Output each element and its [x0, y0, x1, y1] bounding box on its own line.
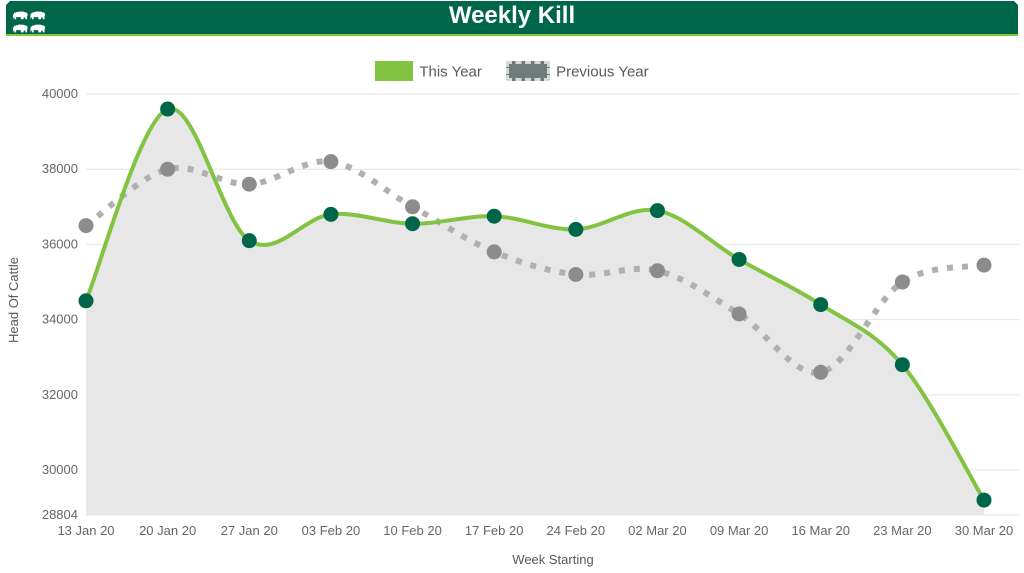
svg-text:03 Feb 20: 03 Feb 20	[302, 523, 361, 538]
svg-text:30 Mar 20: 30 Mar 20	[955, 523, 1014, 538]
svg-text:40000: 40000	[42, 88, 78, 101]
svg-text:34000: 34000	[42, 312, 78, 327]
svg-text:10 Feb 20: 10 Feb 20	[383, 523, 442, 538]
svg-text:36000: 36000	[42, 236, 78, 251]
svg-text:27 Jan 20: 27 Jan 20	[221, 523, 278, 538]
svg-text:32000: 32000	[42, 387, 78, 402]
svg-text:17 Feb 20: 17 Feb 20	[465, 523, 524, 538]
svg-text:38000: 38000	[42, 161, 78, 176]
svg-text:28804: 28804	[42, 507, 78, 522]
svg-text:23 Mar 20: 23 Mar 20	[873, 523, 932, 538]
svg-text:13 Jan 20: 13 Jan 20	[57, 523, 114, 538]
svg-text:20 Jan 20: 20 Jan 20	[139, 523, 196, 538]
svg-text:16 Mar 20: 16 Mar 20	[791, 523, 850, 538]
svg-text:09 Mar 20: 09 Mar 20	[710, 523, 769, 538]
svg-text:02 Mar 20: 02 Mar 20	[628, 523, 687, 538]
svg-text:30000: 30000	[42, 462, 78, 477]
svg-text:24 Feb 20: 24 Feb 20	[547, 523, 606, 538]
